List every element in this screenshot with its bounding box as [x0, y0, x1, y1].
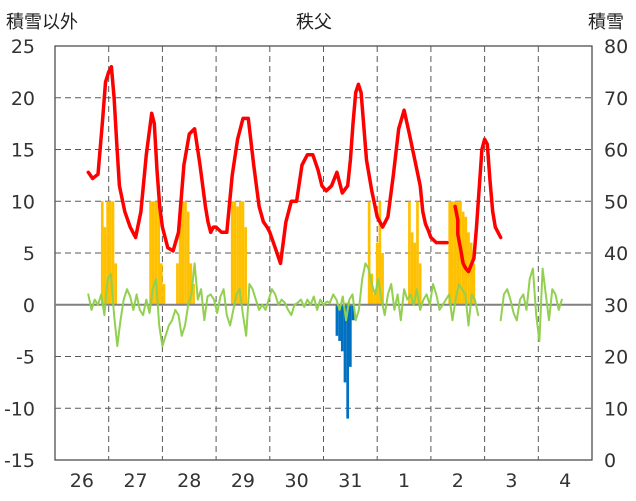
sunshine-bar	[410, 232, 414, 305]
precipitation-bar	[338, 304, 341, 341]
sunshine-bar	[373, 294, 376, 305]
y-right-tick-label: 10	[604, 398, 628, 420]
wind-series-line	[87, 262, 563, 348]
sunshine-bar	[103, 227, 107, 305]
y-left-tick-label: 0	[23, 295, 35, 317]
y-left-tick-label: -5	[16, 347, 35, 369]
sunshine-bar	[184, 201, 187, 305]
sunshine-bar	[108, 201, 112, 305]
x-tick-label: 30	[285, 470, 309, 492]
y-left-axis-label: 積雪以外	[6, 12, 78, 33]
y-left-tick-label: -15	[4, 450, 35, 472]
x-tick-label: 4	[559, 470, 571, 492]
sunshine-bar	[186, 211, 190, 305]
y-left-tick-label: 25	[11, 36, 35, 58]
sunshine-bar	[375, 242, 379, 305]
sunshine-bar	[154, 201, 158, 305]
sunshine-bar	[189, 263, 193, 305]
x-tick-label: 31	[338, 470, 362, 492]
sunshine-bar	[100, 201, 104, 305]
temperature-series-line	[86, 64, 503, 274]
sunshine-bar	[238, 201, 242, 305]
sunshine-bar	[114, 263, 118, 305]
y-right-tick-label: 80	[604, 36, 628, 58]
sunshine-bar	[418, 263, 422, 305]
y-right-axis-label: 積雪	[588, 12, 624, 33]
y-left-tick-label: 20	[11, 88, 35, 110]
sunshine-bar	[236, 206, 239, 305]
sunshine-bar	[178, 206, 182, 305]
precipitation-bar	[349, 304, 352, 367]
sunshine-bar	[157, 201, 160, 305]
x-tick-label: 2	[452, 470, 464, 492]
sunshine-bar	[381, 253, 384, 305]
sunshine-bar	[149, 201, 152, 305]
y-left-tick-label: 5	[23, 243, 35, 265]
precipitation-bar	[346, 304, 350, 419]
sunshine-bar	[472, 263, 476, 305]
sunshine-bar	[464, 216, 468, 305]
precipitation-bar	[343, 304, 347, 383]
x-tick-label: 1	[398, 470, 410, 492]
x-tick-label: 28	[177, 470, 201, 492]
sunshine-bar	[151, 201, 155, 305]
sunshine-bar	[233, 201, 237, 305]
x-tick-label: 27	[123, 470, 147, 492]
precipitation-bar	[340, 304, 344, 352]
sunshine-bar	[241, 201, 245, 305]
y-left-tick-label: 10	[11, 191, 35, 213]
sunshine-bar	[448, 201, 452, 305]
y-left-tick-label: 15	[11, 140, 35, 162]
sunshine-bar	[370, 273, 374, 305]
sunshine-bar	[469, 242, 473, 305]
sunshine-bar	[192, 284, 195, 305]
y-right-tick-label: 40	[604, 243, 628, 265]
x-tick-label: 29	[231, 470, 255, 492]
sunshine-bar	[451, 201, 454, 305]
x-tick-label: 26	[70, 470, 94, 492]
y-right-tick-label: 50	[604, 191, 628, 213]
sunshine-bar	[456, 201, 460, 305]
sunshine-bar	[162, 284, 166, 305]
y-right-tick-label: 0	[604, 450, 616, 472]
sunshine-bar	[408, 201, 411, 305]
sunshine-bar	[111, 201, 115, 305]
sunshine-bar	[244, 227, 247, 305]
x-tick-label: 3	[505, 470, 517, 492]
y-right-tick-label: 70	[604, 88, 628, 110]
sunshine-bar	[367, 201, 371, 305]
sunshine-bar	[378, 201, 382, 305]
y-right-tick-label: 30	[604, 295, 628, 317]
sunshine-bar	[344, 302, 348, 305]
chart-title: 秩父	[296, 12, 332, 33]
y-right-tick-label: 60	[604, 140, 628, 162]
y-left-tick-label: -10	[4, 398, 35, 420]
sunshine-bar	[159, 263, 163, 305]
y-right-tick-label: 20	[604, 347, 628, 369]
precipitation-bar	[335, 304, 339, 336]
sunshine-bar	[106, 201, 109, 305]
sunshine-bar	[181, 201, 185, 305]
sunshine-bar	[230, 201, 234, 305]
sunshine-bar	[416, 201, 419, 305]
precipitation-bar	[351, 304, 355, 321]
sunshine-bar	[176, 263, 179, 305]
sunshine-bar	[413, 242, 417, 305]
sunshine-bar	[453, 201, 457, 305]
